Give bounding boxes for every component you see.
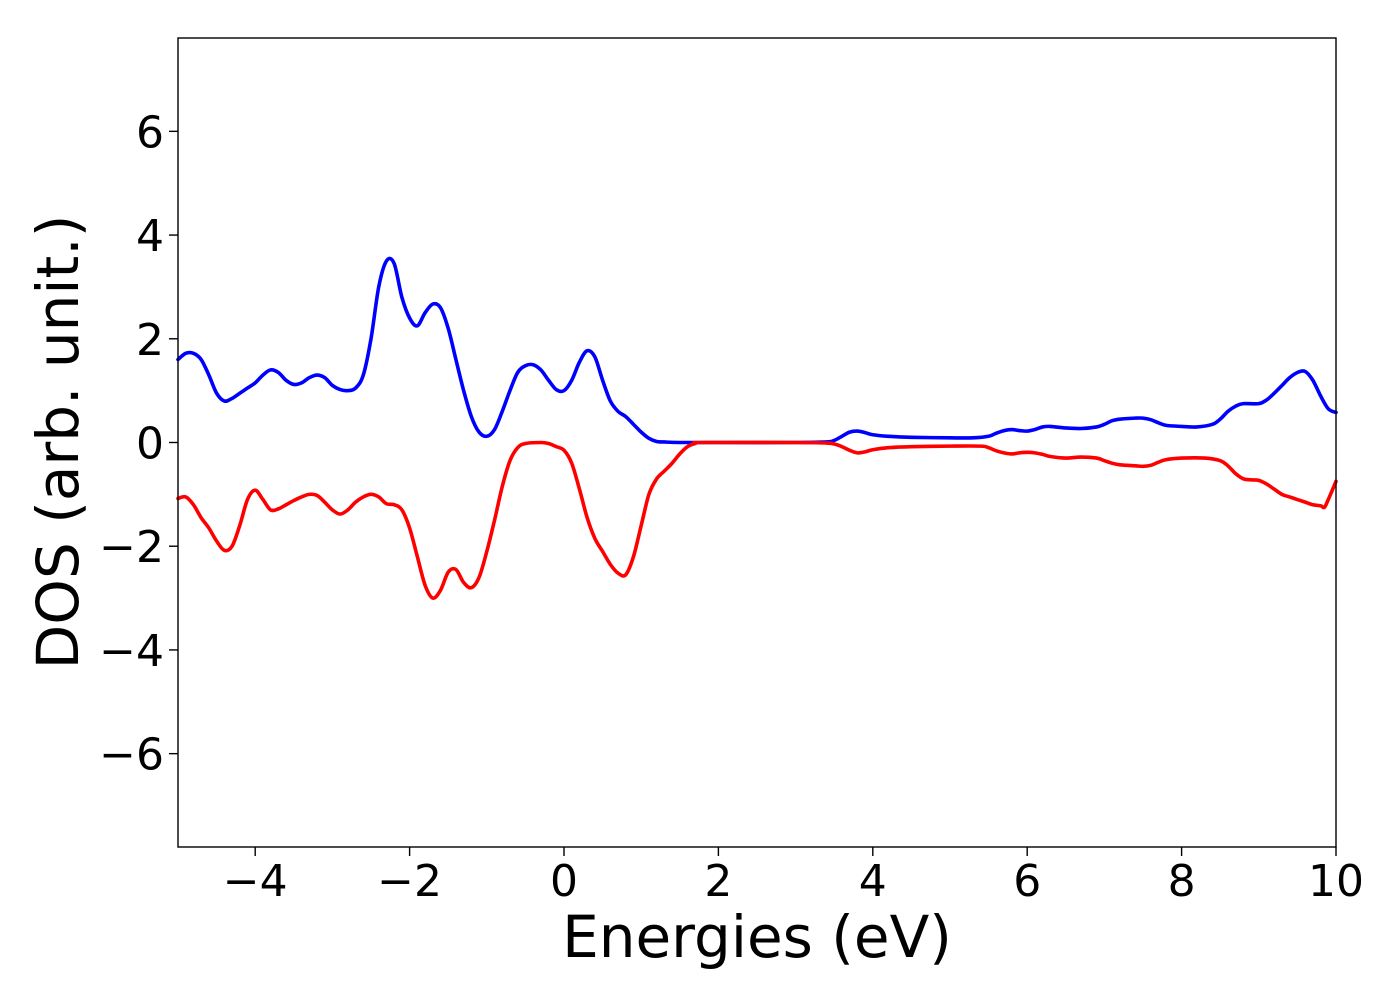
y-tick-label: −4 — [99, 626, 164, 677]
x-tick-label: 4 — [859, 856, 887, 907]
series-line-2 — [176, 440, 1338, 600]
y-tick-label: −6 — [99, 730, 164, 781]
series-line-1 — [176, 256, 1338, 445]
x-tick-label: −2 — [377, 856, 442, 907]
y-tick-label: 0 — [136, 419, 164, 470]
y-tick-label: 6 — [136, 107, 164, 158]
x-tick-label: 2 — [704, 856, 732, 907]
series-layer — [176, 256, 1338, 600]
x-tick-label: −4 — [223, 856, 288, 907]
x-tick-label: 8 — [1168, 856, 1196, 907]
x-tick-label: 0 — [550, 856, 578, 907]
x-tick-label: 10 — [1308, 856, 1364, 907]
y-tick-label: 4 — [136, 211, 164, 262]
y-tick-label: 2 — [136, 315, 164, 366]
y-axis-title: DOS (arb. unit.) — [24, 215, 92, 670]
x-axis-title: Energies (eV) — [562, 903, 952, 971]
x-axis-ticks: −4 −2 0 2 4 6 8 10 — [223, 847, 1364, 907]
y-tick-label: −2 — [99, 522, 164, 573]
y-axis-ticks: −6 −4 −2 0 2 4 6 — [99, 107, 178, 781]
x-tick-label: 6 — [1013, 856, 1041, 907]
